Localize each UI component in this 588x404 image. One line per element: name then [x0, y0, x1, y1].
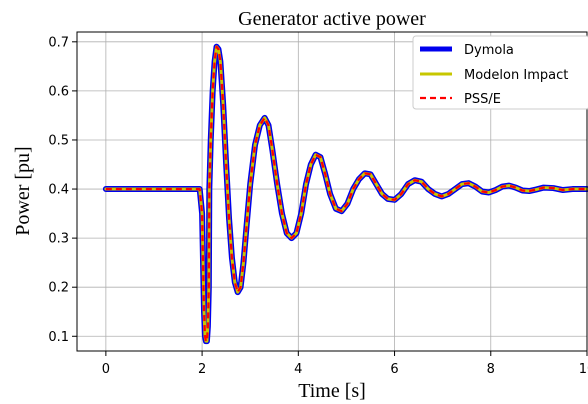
x-tick-label: 10	[579, 362, 588, 377]
legend-label-dymola: Dymola	[464, 43, 514, 58]
x-tick-label: 4	[294, 362, 302, 377]
x-tick-label: 6	[390, 362, 398, 377]
y-tick-label: 0.2	[48, 281, 69, 296]
x-tick-label: 0	[102, 362, 110, 377]
legend-label-modelon-impact: Modelon Impact	[464, 68, 568, 83]
y-axis-label: Power [pu]	[12, 146, 34, 235]
x-axis-label: Time [s]	[298, 380, 366, 402]
y-tick-label: 0.7	[48, 35, 69, 50]
legend-box	[412, 35, 588, 110]
y-tick-label: 0.5	[48, 133, 69, 148]
y-tick-label: 0.3	[48, 232, 69, 247]
y-axis-ticks: 0.1 0.2 0.3 0.4 0.5 0.6 0.7	[48, 35, 77, 345]
plot-frame	[76, 31, 588, 352]
legend-label-pss-e: PSS/E	[464, 92, 501, 107]
y-tick-label: 0.4	[48, 183, 69, 198]
chart-title: Generator active power	[238, 8, 426, 30]
legend: Dymola Modelon Impact PSS/E	[412, 35, 588, 110]
series-line-pss-e	[105, 45, 587, 343]
y-tick-label: 0.6	[48, 84, 69, 99]
x-tick-label: 8	[487, 362, 495, 377]
series-layer	[102, 43, 588, 345]
y-tick-label: 0.1	[48, 330, 69, 345]
x-tick-label: 2	[198, 362, 206, 377]
x-axis-ticks: 0 2 4 6 8 10	[102, 351, 588, 377]
